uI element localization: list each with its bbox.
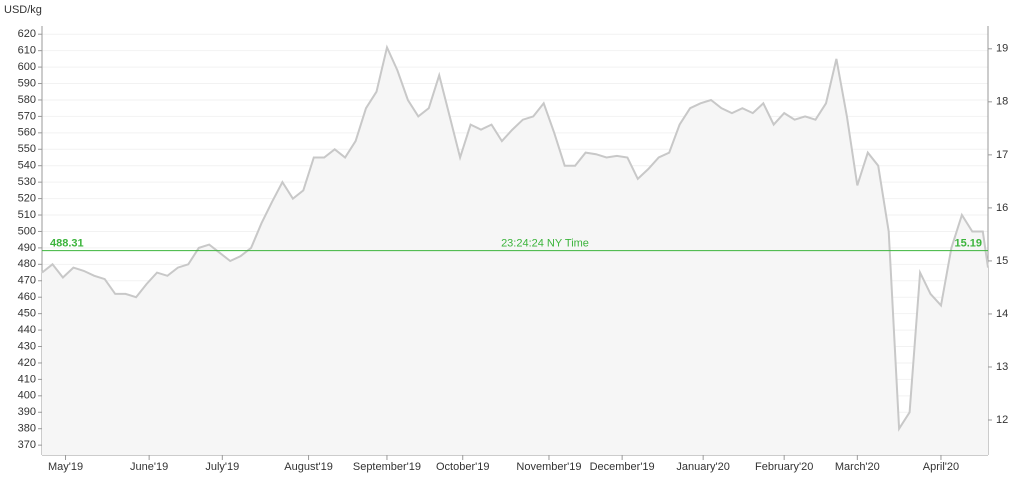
x-tick-label: February'20 bbox=[755, 461, 813, 473]
y-tick-label: 480 bbox=[18, 258, 36, 270]
y-tick-label: 370 bbox=[18, 439, 36, 451]
y-tick-label: 550 bbox=[18, 143, 36, 155]
y-tick-label: 590 bbox=[18, 77, 36, 89]
y-tick-label: 570 bbox=[18, 110, 36, 122]
x-tick-label: November'19 bbox=[516, 461, 581, 473]
y-tick-label: 600 bbox=[18, 61, 36, 73]
price-line bbox=[41, 44, 989, 432]
x-tick-label: April'20 bbox=[923, 461, 959, 473]
x-tick-label: May'19 bbox=[48, 461, 83, 473]
y2-tick-label: 12 bbox=[996, 414, 1008, 426]
y-tick-label: 510 bbox=[18, 209, 36, 221]
reference-label: 488.31 bbox=[50, 238, 84, 250]
y2-tick-label: 17 bbox=[996, 149, 1008, 161]
y-tick-label: 620 bbox=[18, 28, 36, 40]
y-tick-label: 490 bbox=[18, 242, 36, 254]
y-tick-label: 430 bbox=[18, 340, 36, 352]
y-tick-label: 580 bbox=[18, 94, 36, 106]
x-tick-label: October'19 bbox=[436, 461, 489, 473]
y-tick-label: 560 bbox=[18, 127, 36, 139]
y-tick-label: 380 bbox=[18, 423, 36, 435]
y2-tick-label: 13 bbox=[996, 361, 1008, 373]
x-tick-label: June'19 bbox=[130, 461, 168, 473]
y-axis-label: USD/kg bbox=[4, 4, 42, 16]
y-tick-label: 540 bbox=[18, 160, 36, 172]
x-tick-label: September'19 bbox=[353, 461, 421, 473]
y2-tick-label: 14 bbox=[996, 308, 1008, 320]
y-tick-label: 440 bbox=[18, 324, 36, 336]
x-tick-label: December'19 bbox=[590, 461, 655, 473]
x-tick-label: March'20 bbox=[835, 461, 880, 473]
x-tick-label: August'19 bbox=[284, 461, 333, 473]
y-tick-label: 470 bbox=[18, 275, 36, 287]
y2-tick-label: 19 bbox=[996, 43, 1008, 55]
reference-y2-label: 15.19 bbox=[954, 238, 982, 250]
reference-time: 23:24:24 NY Time bbox=[501, 238, 589, 250]
y-tick-label: 530 bbox=[18, 176, 36, 188]
y-tick-label: 410 bbox=[18, 373, 36, 385]
y2-tick-label: 18 bbox=[996, 96, 1008, 108]
y-tick-label: 520 bbox=[18, 192, 36, 204]
y2-tick-label: 16 bbox=[996, 202, 1008, 214]
y-tick-label: 400 bbox=[18, 390, 36, 402]
y-tick-label: 460 bbox=[18, 291, 36, 303]
y-tick-label: 450 bbox=[18, 308, 36, 320]
area bbox=[42, 47, 988, 456]
y-tick-label: 420 bbox=[18, 357, 36, 369]
y-tick-label: 610 bbox=[18, 45, 36, 57]
x-tick-label: July'19 bbox=[205, 461, 239, 473]
x-tick-label: January'20 bbox=[676, 461, 729, 473]
y2-tick-label: 15 bbox=[996, 255, 1008, 267]
y-tick-label: 500 bbox=[18, 225, 36, 237]
y-tick-label: 390 bbox=[18, 406, 36, 418]
